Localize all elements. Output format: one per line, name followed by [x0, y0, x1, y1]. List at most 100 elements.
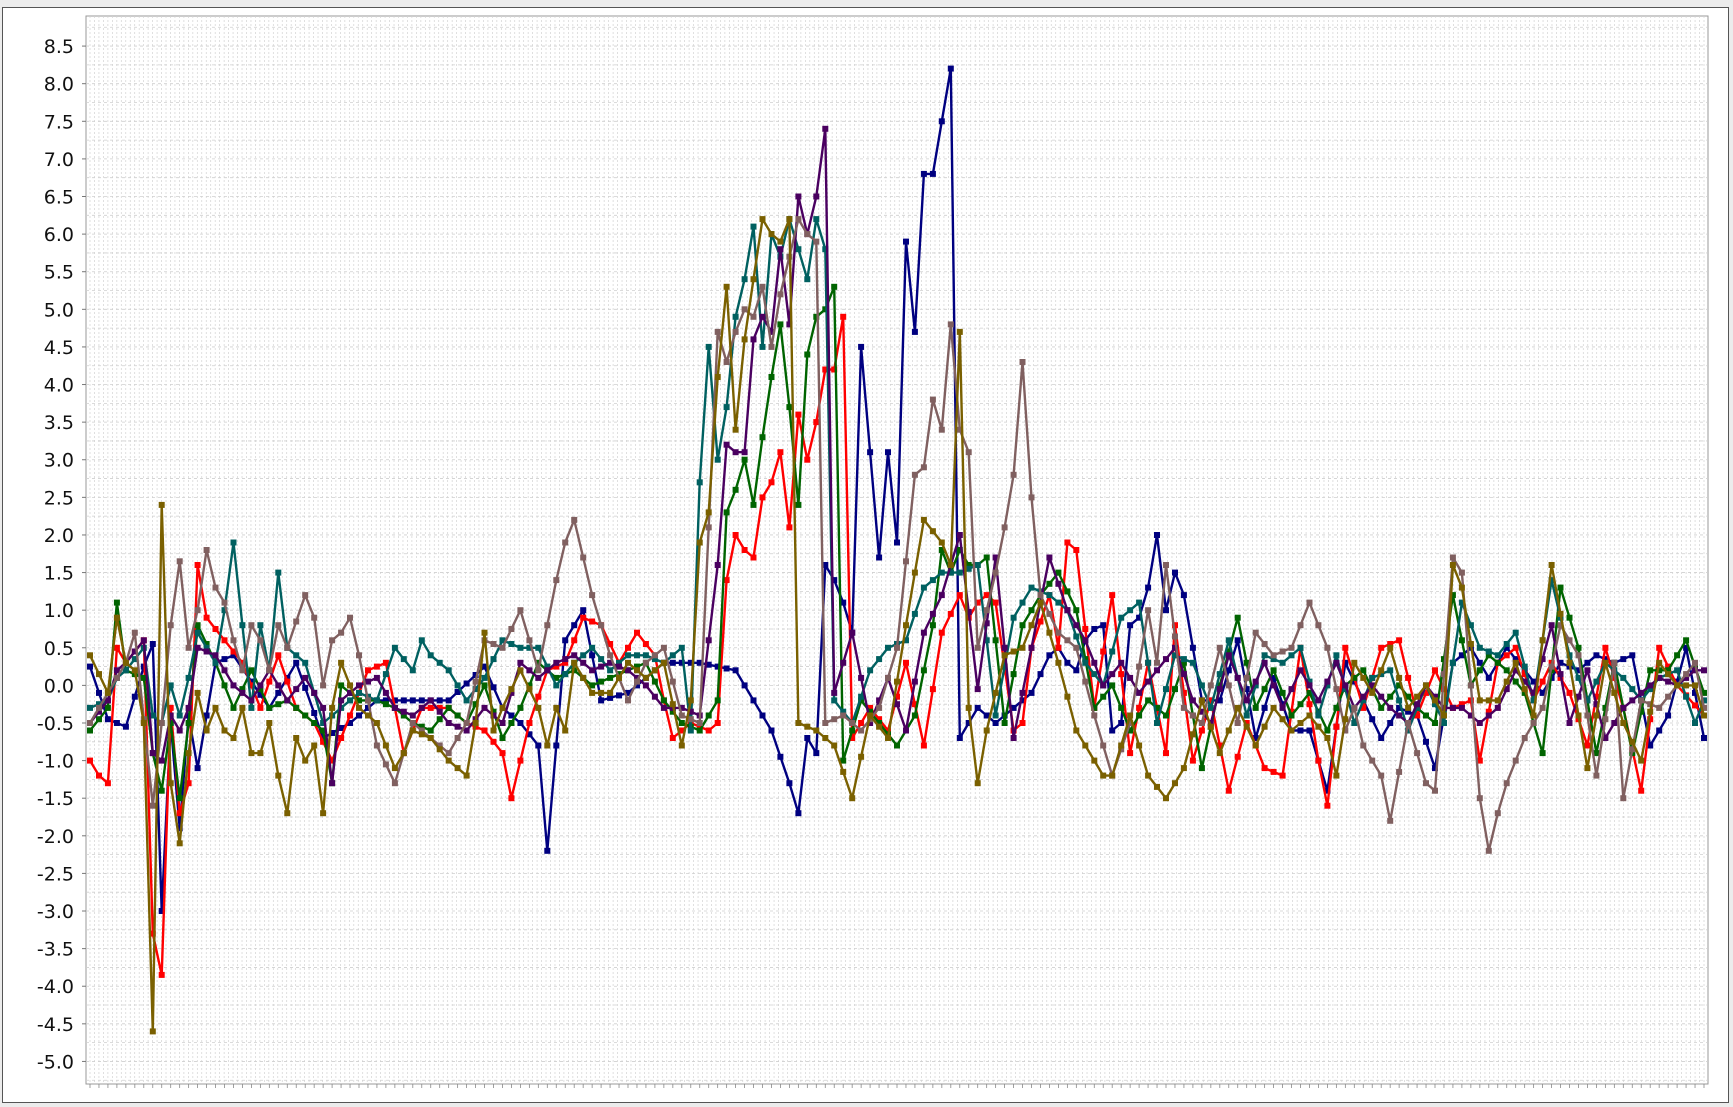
data-point	[1342, 686, 1349, 693]
data-point	[1010, 735, 1017, 741]
data-point	[1387, 641, 1394, 647]
data-point	[786, 404, 793, 411]
data-point	[1172, 633, 1178, 640]
data-point	[1441, 671, 1447, 678]
data-point	[87, 757, 93, 764]
data-point	[1010, 704, 1017, 711]
data-point	[338, 725, 345, 731]
data-point	[1647, 701, 1654, 708]
data-point	[544, 622, 551, 629]
data-point	[929, 577, 936, 584]
data-point	[1584, 765, 1591, 772]
data-point	[911, 712, 918, 719]
data-point	[1575, 644, 1582, 651]
data-point	[1485, 712, 1492, 719]
data-point	[1270, 682, 1277, 689]
data-point	[1476, 720, 1483, 726]
data-point	[257, 622, 264, 629]
data-point	[1297, 720, 1304, 726]
data-point	[598, 622, 605, 629]
data-point	[1521, 735, 1528, 741]
data-point	[221, 727, 228, 734]
data-point	[687, 659, 694, 666]
data-point	[221, 607, 228, 614]
data-point	[903, 238, 909, 245]
data-point	[1010, 648, 1017, 655]
data-point	[867, 712, 874, 719]
data-point	[1324, 682, 1331, 689]
data-point	[311, 689, 318, 696]
data-point	[1378, 693, 1385, 700]
data-point	[454, 682, 461, 689]
data-point	[616, 671, 622, 678]
data-point	[436, 742, 443, 749]
data-point	[956, 592, 963, 599]
data-point	[1396, 712, 1403, 719]
data-point	[1647, 686, 1654, 693]
data-point	[329, 637, 336, 644]
data-point	[714, 720, 721, 726]
data-point	[1037, 618, 1044, 625]
data-point	[1378, 671, 1385, 678]
data-point	[347, 720, 353, 726]
data-point	[293, 704, 300, 711]
data-point	[454, 723, 461, 730]
data-point	[1467, 682, 1474, 689]
data-point	[382, 671, 389, 678]
data-point	[1458, 569, 1465, 576]
data-point	[275, 682, 282, 689]
data-point	[544, 667, 551, 674]
data-point	[553, 674, 560, 681]
data-point	[831, 742, 838, 749]
data-point	[1198, 708, 1205, 715]
data-point	[526, 644, 533, 651]
data-point	[1252, 742, 1259, 749]
data-point	[400, 708, 407, 715]
data-point	[1028, 689, 1035, 696]
data-point	[571, 622, 578, 629]
data-point	[96, 716, 102, 723]
data-point	[1647, 742, 1654, 749]
data-point	[669, 708, 676, 715]
data-point	[1064, 693, 1071, 700]
data-point	[1611, 720, 1618, 726]
data-point	[903, 622, 909, 629]
data-point	[705, 509, 712, 516]
data-point	[732, 486, 739, 493]
data-point	[266, 667, 273, 674]
data-point	[382, 659, 389, 666]
data-point	[96, 671, 102, 678]
data-point	[885, 674, 891, 681]
data-point	[1001, 663, 1008, 670]
plot-area	[85, 15, 1709, 1085]
data-point	[526, 637, 533, 644]
data-point	[947, 65, 954, 72]
data-point	[831, 366, 838, 373]
data-point	[427, 652, 434, 659]
data-point	[911, 678, 918, 685]
data-point	[804, 723, 811, 730]
data-point	[203, 547, 210, 553]
data-point	[1701, 735, 1707, 741]
data-point	[266, 678, 273, 685]
data-point	[122, 723, 129, 730]
data-point	[418, 697, 425, 704]
data-point	[373, 697, 380, 704]
data-point	[1530, 689, 1537, 696]
data-point	[472, 672, 479, 678]
data-point	[1665, 678, 1672, 685]
data-point	[1405, 727, 1412, 734]
data-point	[831, 697, 838, 704]
line-chart: -5.0 -4.5 -4.0 -3.5 -3.0 -2.5 -2.0 -1.5 -1.0 -0.5…	[37, 15, 1709, 1088]
data-point	[1512, 757, 1519, 764]
data-point	[705, 712, 712, 719]
data-point	[508, 720, 515, 726]
data-point	[858, 343, 865, 350]
data-point	[1261, 704, 1268, 711]
data-point	[275, 689, 282, 696]
data-point	[894, 539, 900, 546]
data-point	[1315, 622, 1322, 629]
data-point	[248, 697, 255, 704]
data-point	[956, 735, 963, 741]
data-point	[1028, 607, 1035, 614]
